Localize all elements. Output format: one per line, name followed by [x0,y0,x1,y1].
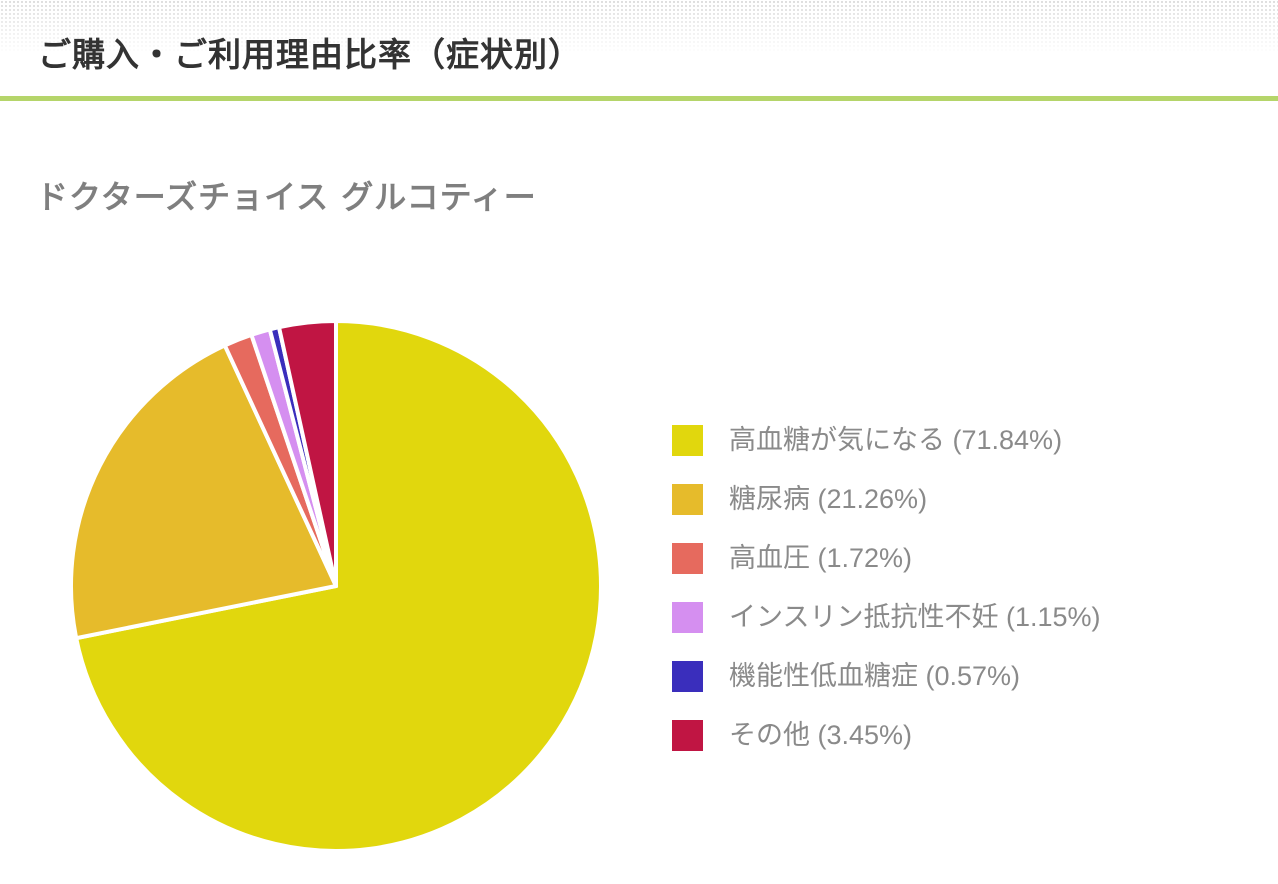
legend-item[interactable]: 糖尿病 (21.26%) [672,483,1101,542]
legend-label: インスリン抵抗性不妊 (1.15%) [729,602,1101,632]
legend-swatch [672,602,703,633]
chart-legend: 高血糖が気になる (71.84%) 糖尿病 (21.26%) 高血圧 (1.72… [672,424,1101,778]
legend-label: 糖尿病 (21.26%) [729,484,928,514]
legend-item[interactable]: 機能性低血糖症 (0.57%) [672,660,1101,719]
legend-label: その他 (3.45%) [729,720,913,750]
legend-label: 高血糖が気になる (71.84%) [729,425,1063,455]
legend-swatch [672,720,703,751]
legend-swatch [672,484,703,515]
legend-swatch [672,425,703,456]
page-title: ご購入・ご利用理由比率（症状別） [38,35,582,74]
legend-swatch [672,661,703,692]
legend-item[interactable]: 高血圧 (1.72%) [672,542,1101,601]
pie-slice[interactable] [74,319,603,853]
pie-slice[interactable] [276,319,338,588]
pie-chart [69,319,603,853]
legend-swatch [672,543,703,574]
pie-chart-svg [69,319,603,853]
legend-item[interactable]: その他 (3.45%) [672,719,1101,778]
chart-title: ドクターズチョイス グルコティー [36,178,537,216]
legend-label: 高血圧 (1.72%) [729,543,913,573]
header-divider [0,96,1278,101]
legend-label: 機能性低血糖症 (0.57%) [729,661,1021,691]
pie-slice[interactable] [69,343,338,641]
legend-item[interactable]: インスリン抵抗性不妊 (1.15%) [672,601,1101,660]
legend-item[interactable]: 高血糖が気になる (71.84%) [672,424,1101,483]
header-fade [0,52,1278,96]
